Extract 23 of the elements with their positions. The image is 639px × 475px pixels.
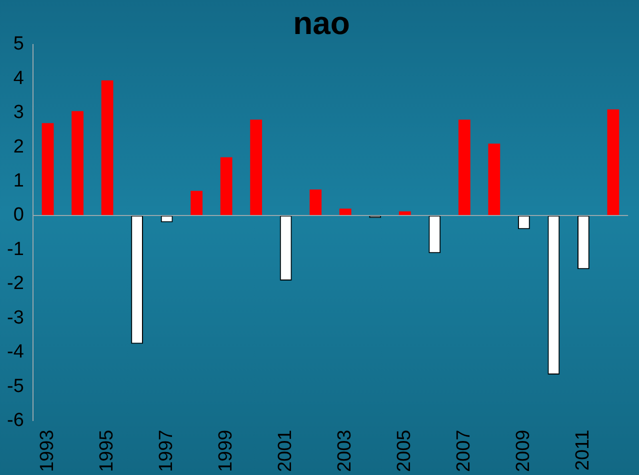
x-tick-label: 1993 [37, 430, 58, 472]
y-tick-label: -5 [6, 376, 24, 397]
x-tick-label: 1999 [216, 430, 237, 472]
x-tick-label: 2003 [334, 430, 356, 472]
y-tick-label: -3 [6, 307, 24, 328]
y-tick-label: 2 [13, 136, 24, 158]
x-tick-label: 2007 [454, 430, 475, 472]
y-tick-label: -2 [6, 273, 24, 294]
x-tick-label: 1997 [156, 430, 178, 472]
y-tick-label: 0 [13, 204, 24, 226]
x-tick-label: 2001 [275, 430, 296, 472]
y-tick-label: 4 [13, 68, 24, 89]
y-tick-label: -4 [6, 342, 24, 363]
y-tick-label: -6 [6, 410, 24, 431]
chart-title: nao [293, 5, 350, 42]
y-tick-label: 1 [13, 170, 24, 192]
x-tick-label: 2005 [394, 430, 416, 472]
x-tick-label: 1995 [96, 430, 118, 472]
x-tick-label: 2011 [572, 430, 594, 471]
y-tick-label: 5 [13, 34, 24, 55]
x-tick-label: 2009 [513, 430, 534, 472]
y-tick-label: -1 [6, 238, 24, 260]
y-tick-label: 3 [13, 102, 24, 124]
